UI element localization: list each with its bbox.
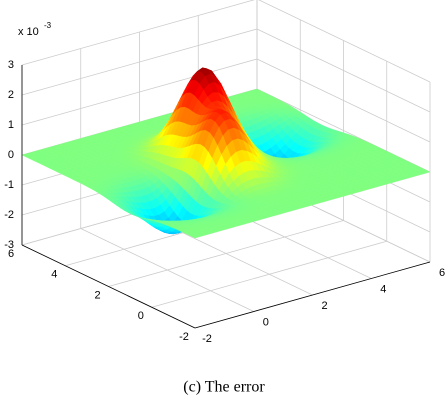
surface-patch — [190, 234, 201, 239]
axes: -3 -2 -1 0 1 2 3 -2 0 2 4 6 -2 0 2 4 6 — [4, 59, 445, 345]
y-tick-label: 6 — [8, 248, 14, 260]
y-tick-label: 4 — [51, 269, 57, 281]
z-tick-label: -1 — [4, 179, 14, 191]
x-tick-label: 4 — [380, 283, 386, 295]
z-tick-label: 1 — [8, 119, 14, 131]
z-tick-label: 2 — [8, 89, 14, 101]
caption: (c) The error — [183, 379, 265, 396]
z-tick-label: -3 — [4, 239, 14, 251]
x-tick-label: 6 — [439, 267, 445, 279]
grid-line — [151, 240, 387, 308]
grid-line — [108, 220, 344, 287]
x-tick-label: -2 — [202, 333, 212, 345]
surface — [21, 67, 431, 239]
x-tick-label: 0 — [263, 316, 269, 328]
x-axis — [194, 261, 431, 329]
z-multiplier: x 10 — [18, 26, 39, 38]
z-tick-label: 0 — [8, 149, 14, 161]
z-exponent: -3 — [44, 21, 52, 30]
z-tick-label: -2 — [4, 209, 14, 221]
x-tick-label: 2 — [321, 300, 327, 312]
y-tick-label: 0 — [138, 310, 144, 322]
y-tick-label: 2 — [94, 289, 100, 301]
y-tick-label: -2 — [179, 331, 189, 343]
z-tick-label: 3 — [8, 59, 14, 71]
y-axis — [21, 244, 196, 329]
